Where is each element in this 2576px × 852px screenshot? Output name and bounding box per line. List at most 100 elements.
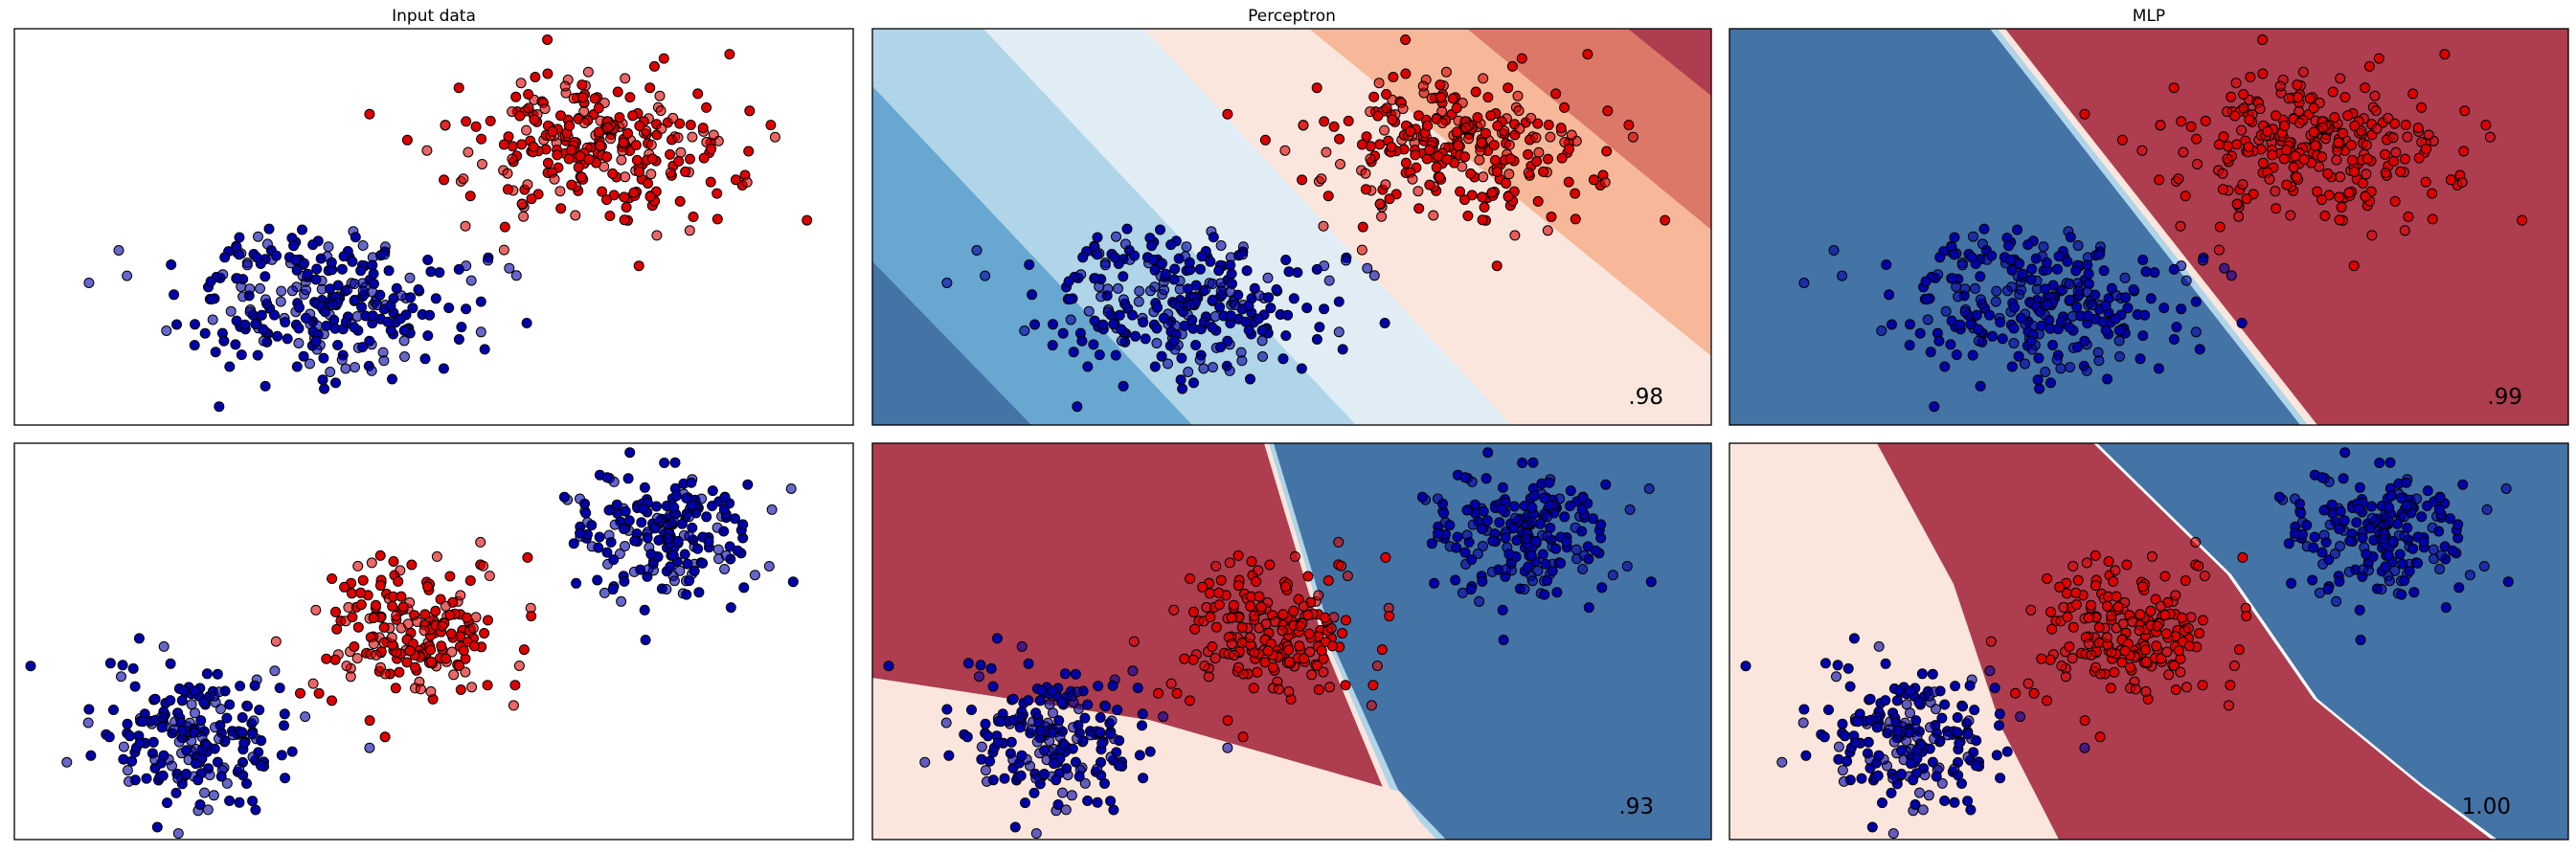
scatter-point-class-1 xyxy=(2152,620,2163,632)
scatter-point-class-1 xyxy=(2163,669,2175,681)
scatter-point-class-0 xyxy=(299,258,310,269)
scatter-point-class-0 xyxy=(1913,697,1925,708)
scatter-point-class-0 xyxy=(2290,493,2300,504)
scatter-point-class-1 xyxy=(2154,174,2165,186)
axes-frame xyxy=(1729,442,2569,841)
scatter-point-class-0 xyxy=(271,250,282,261)
scatter-point-class-0 xyxy=(1076,335,1088,347)
scatter-point-class-1 xyxy=(2262,125,2273,137)
scatter-point-class-1 xyxy=(1559,101,1570,113)
scatter-point-class-1 xyxy=(1413,203,1425,214)
scatter-point-class-1 xyxy=(357,574,369,586)
scatter-point-class-0 xyxy=(1158,711,1169,723)
scatter-point-class-1 xyxy=(1224,557,1235,569)
scatter-point-class-0 xyxy=(1565,485,1576,497)
scatter-point-class-0 xyxy=(982,775,992,787)
scatter-point-class-1 xyxy=(1283,685,1295,697)
axes-frame xyxy=(1729,28,2569,426)
scatter-point-class-0 xyxy=(2478,561,2490,572)
scatter-point-class-0 xyxy=(2457,479,2469,490)
scatter-point-class-1 xyxy=(698,152,710,164)
scatter-point-class-0 xyxy=(1426,538,1437,549)
scatter-point-class-1 xyxy=(1602,105,1614,117)
scatter-point-class-0 xyxy=(1994,720,2004,731)
scatter-point-class-0 xyxy=(1277,353,1289,365)
scatter-point-class-1 xyxy=(542,157,554,168)
scatter-point-class-0 xyxy=(207,314,218,325)
scatter-point-class-0 xyxy=(238,737,250,749)
scatter-point-class-0 xyxy=(601,547,613,558)
scatter-point-class-1 xyxy=(445,628,457,639)
scatter-point-class-0 xyxy=(1509,501,1520,512)
scatter-point-class-0 xyxy=(461,303,472,315)
scatter-point-class-0 xyxy=(1451,542,1462,553)
scatter-point-class-1 xyxy=(406,559,418,571)
scatter-point-class-1 xyxy=(2060,671,2071,683)
scatter-point-class-1 xyxy=(331,623,343,635)
scatter-point-class-0 xyxy=(1047,685,1058,697)
scatter-point-class-0 xyxy=(322,251,333,262)
scatter-point-class-1 xyxy=(2281,145,2293,156)
scatter-point-class-1 xyxy=(475,536,486,548)
scatter-point-class-1 xyxy=(2456,176,2468,188)
scatter-point-class-0 xyxy=(2065,362,2075,373)
scatter-point-class-1 xyxy=(2181,682,2193,693)
scatter-point-class-0 xyxy=(201,739,212,751)
scatter-point-class-1 xyxy=(518,211,530,222)
scatter-point-class-1 xyxy=(2067,653,2078,664)
scatter-point-class-1 xyxy=(2194,628,2205,639)
scatter-point-class-0 xyxy=(387,373,397,385)
scatter-point-class-1 xyxy=(1405,125,1416,137)
scatter-point-class-0 xyxy=(1185,299,1196,310)
scatter-point-class-0 xyxy=(1477,524,1487,534)
scatter-point-class-0 xyxy=(104,658,116,669)
scatter-point-class-1 xyxy=(466,682,478,693)
scatter-point-class-0 xyxy=(1877,797,1887,809)
scatter-point-class-1 xyxy=(554,186,566,197)
scatter-point-class-0 xyxy=(1923,790,1934,801)
scatter-point-class-0 xyxy=(1020,797,1030,809)
scatter-point-class-1 xyxy=(1623,120,1635,131)
scatter-point-class-0 xyxy=(1341,255,1351,266)
scatter-point-class-0 xyxy=(720,549,732,561)
scatter-point-class-0 xyxy=(237,712,248,723)
scatter-point-class-1 xyxy=(2281,179,2293,191)
scatter-point-class-0 xyxy=(407,303,418,314)
scatter-point-class-1 xyxy=(688,212,699,222)
scatter-point-class-0 xyxy=(603,529,615,541)
scatter-point-class-0 xyxy=(1092,232,1103,243)
scatter-point-class-1 xyxy=(347,612,358,623)
scatter-point-class-1 xyxy=(1542,225,1553,236)
scatter-point-class-0 xyxy=(1888,736,1900,748)
scatter-point-class-0 xyxy=(1127,665,1139,677)
scatter-point-class-1 xyxy=(2197,680,2208,691)
scatter-point-class-1 xyxy=(2322,168,2334,179)
scatter-point-class-0 xyxy=(1971,760,1981,772)
scatter-point-class-0 xyxy=(1797,717,1809,729)
scatter-point-class-0 xyxy=(1905,758,1916,770)
scatter-point-class-0 xyxy=(195,715,207,727)
scatter-point-class-0 xyxy=(2226,270,2237,281)
scatter-point-class-0 xyxy=(1092,796,1103,808)
scatter-point-class-1 xyxy=(1268,661,1278,673)
scatter-point-class-0 xyxy=(1158,312,1169,324)
scatter-point-class-0 xyxy=(1920,276,1932,287)
scatter-point-class-1 xyxy=(1187,654,1199,665)
scatter-point-class-1 xyxy=(2360,82,2371,94)
scatter-point-class-0 xyxy=(395,290,407,302)
scatter-point-class-0 xyxy=(1019,325,1030,336)
scatter-point-class-0 xyxy=(1963,715,1975,727)
scatter-point-class-0 xyxy=(2401,500,2412,511)
scatter-point-class-0 xyxy=(2094,249,2106,260)
axes-frame xyxy=(13,28,854,426)
scatter-point-class-1 xyxy=(1280,581,1292,593)
scatter-point-class-1 xyxy=(612,86,623,98)
scatter-point-class-1 xyxy=(1599,176,1611,188)
scatter-point-class-0 xyxy=(1887,773,1899,784)
scatter-point-class-0 xyxy=(2082,259,2093,271)
scatter-point-class-0 xyxy=(276,285,287,297)
scatter-point-class-1 xyxy=(2193,560,2204,572)
scatter-point-class-1 xyxy=(576,171,587,183)
scatter-point-class-0 xyxy=(1842,755,1853,767)
scatter-point-class-1 xyxy=(1381,102,1392,114)
